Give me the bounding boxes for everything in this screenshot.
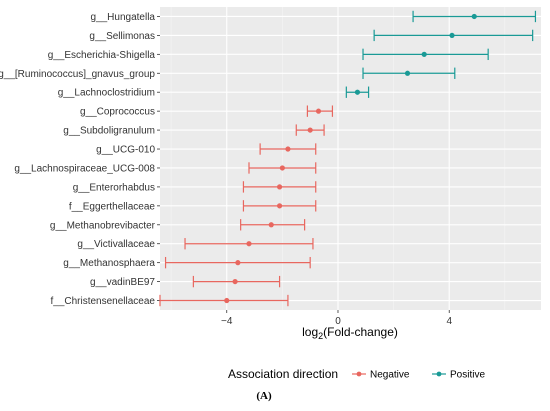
estimate-point: [449, 32, 455, 39]
y-tick-label: g__Methanosphaera: [63, 258, 155, 269]
estimate-point: [276, 203, 283, 209]
estimate-point: [285, 146, 291, 152]
estimate-point: [235, 260, 241, 266]
legend-label: Positive: [450, 370, 485, 381]
y-tick-label: g__[Ruminococcus]_gnavus_group: [0, 69, 155, 80]
y-tick-label: g__Lachnospiraceae_UCG-008: [14, 163, 155, 174]
x-axis-tick-labels: −4 0 4: [221, 310, 452, 327]
error-bar: [159, 294, 289, 307]
y-tick-label: f__Eggerthellaceae: [69, 201, 156, 212]
legend-key-point: [356, 371, 362, 377]
x-tick-label: −4: [221, 316, 233, 327]
estimate-point: [471, 13, 477, 20]
y-tick-label: g__UCG-010: [96, 145, 155, 156]
legend: Association direction Negative Positive: [228, 367, 485, 381]
point-estimates: [224, 13, 477, 304]
y-tick-label: f__Christensenellaceae: [50, 296, 155, 307]
estimate-point: [279, 165, 285, 171]
legend-item: Positive: [432, 370, 485, 381]
y-tick-label: g__Lachnoclostridium: [58, 88, 155, 99]
y-tick-label: g__Enterorhabdus: [73, 182, 155, 193]
estimate-point: [246, 241, 252, 247]
y-tick-label: g__Subdoligranulum: [63, 126, 155, 137]
estimate-point: [276, 184, 283, 190]
legend-label: Negative: [370, 370, 410, 381]
estimate-point: [404, 70, 411, 76]
estimate-point: [421, 51, 427, 57]
y-axis-tick-labels: g__Hungatella g__Sellimonas g__Escherichia…: [0, 12, 160, 307]
y-tick-label: g__Coprococcus: [80, 107, 155, 118]
plot-panel-background: [160, 7, 541, 310]
x-axis-title: log2(Fold-change): [302, 325, 398, 341]
estimate-point: [224, 297, 230, 304]
legend-title: Association direction: [228, 367, 338, 381]
y-tick-label: g__vadinBE97: [90, 277, 155, 288]
grid-lines: [160, 7, 541, 310]
legend-key-point: [436, 371, 442, 377]
estimate-point: [354, 89, 361, 95]
estimate-point: [315, 108, 322, 114]
x-tick-label: 4: [446, 316, 452, 327]
estimate-point: [307, 127, 313, 133]
y-tick-label: g__Sellimonas: [89, 31, 155, 42]
x-tick-label: 0: [335, 316, 341, 327]
estimate-point: [232, 278, 238, 285]
panel-label: (A): [256, 390, 272, 402]
y-tick-label: g__Methanobrevibacter: [50, 220, 156, 231]
y-tick-label: g__Victivallaceae: [77, 239, 155, 250]
legend-item: Negative: [352, 370, 410, 381]
legend-entries: Negative Positive: [352, 370, 485, 381]
y-tick-label: g__Hungatella: [91, 12, 156, 23]
y-tick-label: g__Escherichia-Shigella: [48, 50, 156, 61]
estimate-point: [268, 222, 274, 228]
